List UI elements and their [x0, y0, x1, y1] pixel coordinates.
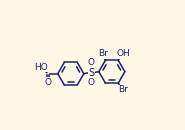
Text: HO: HO	[34, 63, 47, 72]
Text: S: S	[88, 68, 94, 78]
Text: Br: Br	[98, 49, 108, 58]
Text: O: O	[88, 58, 95, 67]
Text: Br: Br	[118, 85, 128, 94]
Text: O: O	[44, 78, 51, 87]
Text: OH: OH	[117, 49, 130, 58]
Text: O: O	[88, 78, 95, 87]
